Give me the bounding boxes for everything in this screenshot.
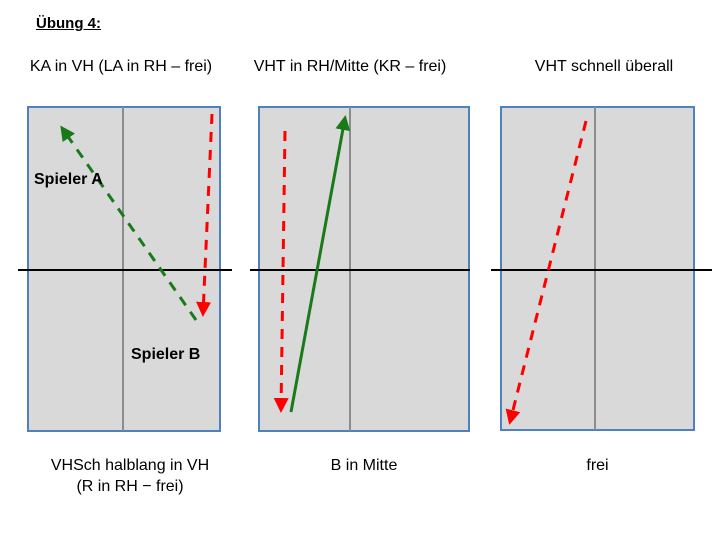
panel-3-heading: VHT schnell überall bbox=[534, 58, 674, 75]
panel-2-caption: B in Mitte bbox=[259, 455, 469, 476]
panel-1-heading: KA in VH (LA in RH – frei) bbox=[29, 58, 213, 75]
caption-line: frei bbox=[586, 457, 609, 474]
green-solid-arrow bbox=[289, 115, 351, 413]
panel-2-heading: VHT in RH/Mitte (KR – frei) bbox=[253, 58, 447, 75]
panel-3-court bbox=[491, 106, 712, 431]
court-rect bbox=[500, 106, 695, 431]
panel-3-caption: frei bbox=[501, 455, 694, 476]
red-dashed-arrow bbox=[505, 120, 588, 425]
red-dashed-arrow bbox=[196, 113, 214, 317]
green-dashed-arrow bbox=[60, 125, 198, 321]
caption-line: B in Mitte bbox=[330, 457, 398, 474]
exercise-title: Übung 4: bbox=[36, 15, 101, 32]
player-b-label: Spieler B bbox=[131, 346, 200, 363]
caption-line: VHSch halblang in VH bbox=[50, 457, 210, 474]
player-a-label: Spieler A bbox=[34, 171, 103, 188]
caption-line: (R in RH − frei) bbox=[76, 478, 184, 495]
panel-1-court bbox=[18, 106, 232, 432]
panel-1-caption: VHSch halblang in VH (R in RH − frei) bbox=[0, 455, 260, 497]
panel-2-court bbox=[250, 106, 470, 432]
